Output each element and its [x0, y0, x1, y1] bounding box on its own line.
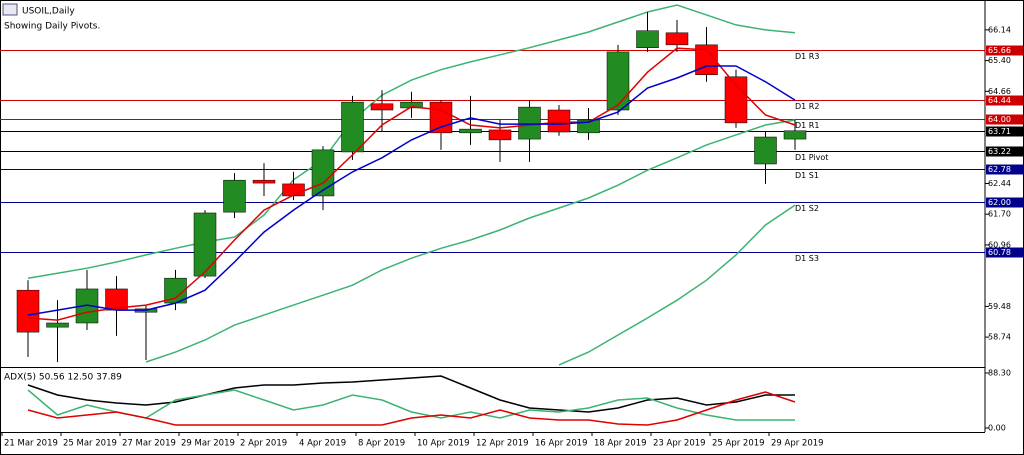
price-box-label: 64.00	[988, 115, 1011, 124]
y-tick-label: 61.70	[988, 210, 1011, 219]
y-tick-label: 59.48	[988, 302, 1011, 311]
candle-body	[459, 128, 482, 134]
pivot-name: D1 S1	[795, 171, 819, 180]
x-tick-label: 25 Mar 2019	[63, 439, 117, 449]
symbol-icon	[2, 3, 18, 16]
candle-body	[193, 212, 217, 277]
price-box	[986, 247, 1023, 258]
x-tick-label: 29 Apr 2019	[771, 439, 824, 449]
candle-body	[754, 136, 777, 165]
candle-body	[429, 101, 453, 134]
indicator-line	[27, 375, 795, 413]
candle-body	[282, 183, 305, 197]
price-box	[986, 45, 1023, 56]
pivot-name: D1 Pivot	[795, 153, 828, 162]
pivot-name: D1 R1	[795, 121, 819, 130]
y-tick-label: 0.00	[988, 424, 1006, 433]
x-tick-label: 10 Apr 2019	[417, 439, 470, 449]
x-tick-label: 2 Apr 2019	[240, 439, 287, 449]
price-box-label: 65.66	[988, 46, 1011, 55]
candle-body	[311, 149, 335, 197]
indicator-line	[145, 119, 796, 363]
x-tick-label: 16 Apr 2019	[535, 439, 588, 449]
chart-title: USOIL,Daily	[22, 7, 75, 17]
x-tick-label: 25 Apr 2019	[712, 439, 765, 449]
candle-body	[665, 32, 689, 46]
candle-body	[75, 288, 99, 324]
price-box-label: 62.78	[988, 165, 1011, 174]
moving-average	[27, 47, 796, 321]
candle-body	[341, 101, 364, 153]
candle-body	[252, 179, 276, 184]
price-box	[986, 197, 1023, 208]
x-tick-label: 12 Apr 2019	[476, 439, 529, 449]
pivot-name: D1 R3	[795, 52, 819, 61]
y-tick-label: 66.14	[988, 25, 1011, 34]
y-tick-label: 88.30	[988, 368, 1011, 377]
y-tick-label: 65.40	[988, 56, 1011, 65]
candle-body	[695, 44, 718, 75]
pivot-name: D1 S3	[795, 254, 819, 263]
price-box	[986, 114, 1023, 125]
x-tick-label: 29 Mar 2019	[181, 439, 235, 449]
price-box	[986, 95, 1023, 106]
candle-body	[46, 322, 69, 328]
indicator-line	[27, 391, 796, 426]
indicator-line	[558, 204, 796, 366]
price-box	[986, 164, 1023, 175]
chart-subtitle: Showing Daily Pivots.	[4, 22, 100, 32]
indicator-line	[27, 4, 796, 279]
candle-body	[547, 109, 571, 133]
price-box-label: 62.00	[988, 198, 1011, 207]
candle-body	[783, 130, 807, 140]
pivot-name: D1 S2	[795, 204, 819, 213]
x-tick-label: 18 Apr 2019	[594, 439, 647, 449]
x-tick-label: 4 Apr 2019	[299, 439, 346, 449]
price-box-label: 60.78	[988, 248, 1011, 257]
price-box	[986, 146, 1023, 157]
candle-body	[636, 30, 659, 48]
price-box	[986, 126, 1023, 137]
y-tick-label: 58.74	[988, 333, 1011, 342]
moving-average	[27, 65, 796, 316]
candle-body	[400, 101, 423, 109]
indicator-line	[27, 389, 795, 421]
candle-body	[488, 129, 512, 141]
x-tick-label: 8 Apr 2019	[358, 439, 405, 449]
y-tick-label: 60.96	[988, 240, 1011, 249]
candle-body	[518, 106, 541, 140]
candle-body	[223, 179, 246, 213]
x-tick-label: 23 Apr 2019	[653, 439, 706, 449]
price-box-label: 63.22	[988, 147, 1011, 156]
pivot-name: D1 R2	[795, 102, 819, 111]
price-box-label: 63.71	[988, 127, 1011, 136]
candle-body	[370, 103, 394, 111]
y-tick-label: 64.66	[988, 87, 1011, 96]
price-box-label: 64.44	[988, 96, 1011, 105]
y-tick-label: 62.44	[988, 179, 1011, 188]
indicator-title: ADX(5) 50.56 12.50 37.89	[4, 373, 122, 383]
candle-body	[724, 76, 748, 124]
candle-body	[606, 51, 630, 111]
x-tick-label: 21 Mar 2019	[4, 439, 58, 449]
x-tick-label: 27 Mar 2019	[122, 439, 176, 449]
candle-body	[16, 289, 40, 333]
